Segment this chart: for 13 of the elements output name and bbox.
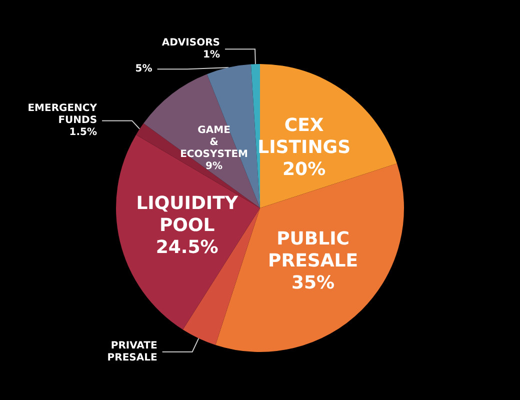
data-label: 1.5%	[69, 127, 98, 138]
data-label: 5%	[135, 64, 152, 75]
slice-label: PUBLIC PRESALE	[268, 228, 358, 272]
data-label: 35%	[291, 272, 335, 294]
data-label: 1%	[203, 50, 220, 61]
data-label: 24.5%	[156, 237, 218, 258]
slice-label: ADVISORS	[162, 38, 220, 49]
slice-label: LIQUIDITY POOL	[136, 193, 239, 236]
data-label: 20%	[282, 158, 326, 180]
slice-label: GAME & ECOSYSTEM	[180, 125, 248, 160]
slice-label: EMERGENCY FUNDS	[28, 103, 98, 126]
slice-label: PRIVATE PRESALE	[107, 340, 158, 364]
data-label: 9%	[206, 161, 223, 172]
